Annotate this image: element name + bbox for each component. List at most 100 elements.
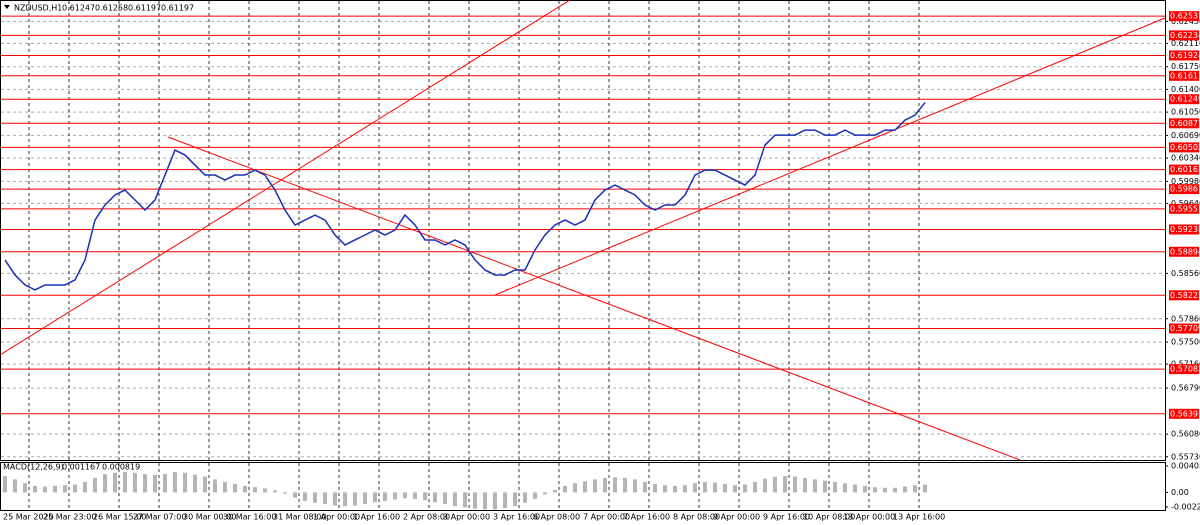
level-label: 0.6161 [1170,71,1198,80]
macd-bar [73,484,77,493]
macd-bar [373,492,377,503]
macd-bar [863,485,867,493]
macd-bar [493,492,497,510]
macd-bar [213,479,217,493]
macd-bar [693,483,697,493]
y-tick-label: 0.55730 [1171,452,1200,461]
macd-bar [743,484,747,493]
macd-bar [163,474,167,493]
level-label-box [1169,408,1199,419]
level-label: 0.62234 [1170,31,1200,40]
macd-bar [773,476,777,493]
macd-bar [403,492,407,499]
level-label: 0.61249 [1170,95,1200,104]
level-label-box [1169,203,1199,214]
macd-bar [563,485,567,493]
x-tick-label: 2 Apr 08:00 [403,513,450,522]
macd-value: 0.001167 [62,463,100,472]
level-label-box [1169,94,1199,105]
macd-bar [13,479,17,493]
macd-bar [593,479,597,493]
macd-bar [293,492,297,498]
level-label-box [1169,70,1199,81]
level-label-box [1169,184,1199,195]
level-label-box [1169,323,1199,334]
macd-bar [3,476,7,493]
level-label-box [1169,50,1199,61]
x-tick-label: 26 Mar 15:00 [93,513,146,522]
macd-bar [583,481,587,493]
x-tick-label: 3 Apr 16:00 [493,513,540,522]
macd-bar [323,492,327,505]
level-label-box [1169,11,1199,22]
x-tick-label: 31 Mar 08:00 [273,513,326,522]
macd-bar [463,492,467,508]
macd-bar [793,476,797,493]
x-tick-label: 1 Apr 16:00 [353,513,400,522]
ohlc-value: 0.61247 [62,4,95,13]
level-label: 0.61924 [1170,51,1200,60]
macd-bar [803,478,807,493]
macd-bar [53,485,57,493]
level-label: 0.58894 [1170,247,1200,256]
macd-bar [233,483,237,493]
level-label: 0.60505 [1170,143,1200,152]
marks [3,102,927,510]
y-tick-label: 0.004058 [1171,461,1200,470]
macd-bar [343,492,347,507]
macd-bar [653,483,657,493]
macd-bar [823,480,827,493]
macd-bar [893,487,897,493]
ohlc-value: 0.61197 [128,4,161,13]
macd-bar [783,476,787,493]
macd-bar [333,492,337,506]
trendline [0,0,571,356]
level-label: 0.62531 [1170,12,1200,21]
level-label: 0.59238 [1170,225,1200,234]
x-tick-label: 9 Apr 16:00 [763,513,810,522]
macd-bar [503,492,507,509]
trendline [167,136,1021,461]
macd-bar [573,483,577,493]
level-label-box [1169,290,1199,301]
x-tick-label: 27 Mar 07:00 [133,513,186,522]
level-label-box [1169,164,1199,175]
x-tick-label: 30 Mar 16:00 [223,513,276,522]
price-line [4,102,926,291]
macd-bar [663,485,667,493]
macd-bar [733,485,737,493]
x-tick-label: 6 Apr 08:00 [533,513,580,522]
x-tick-label: 8 Apr 08:00 [673,513,720,522]
macd-bar [203,476,207,493]
macd-bar [633,479,637,493]
macd-title: MACD(12,26,9) [3,463,64,472]
level-label-box [1169,364,1199,375]
macd-bar [423,492,427,501]
x-tick-label: 25 Mar 23:00 [43,513,96,522]
macd-bar [63,485,67,493]
macd-bar [623,478,627,493]
level-label: 0.59861 [1170,185,1200,194]
macd-bar [353,492,357,506]
macd-bar [643,481,647,493]
macd-bar [753,481,757,493]
macd-bar [913,485,917,493]
macd-bar [843,483,847,493]
macd-bar [23,483,27,493]
macd-bar [273,490,277,493]
macd-bar [183,472,187,493]
x-tick-label: 1 Apr 00:00 [313,513,360,522]
macd-bar [833,481,837,493]
trendlines [0,0,1166,461]
level-label-box [1169,142,1199,153]
x-tick-label: 10 Apr 08:00 [803,513,855,522]
